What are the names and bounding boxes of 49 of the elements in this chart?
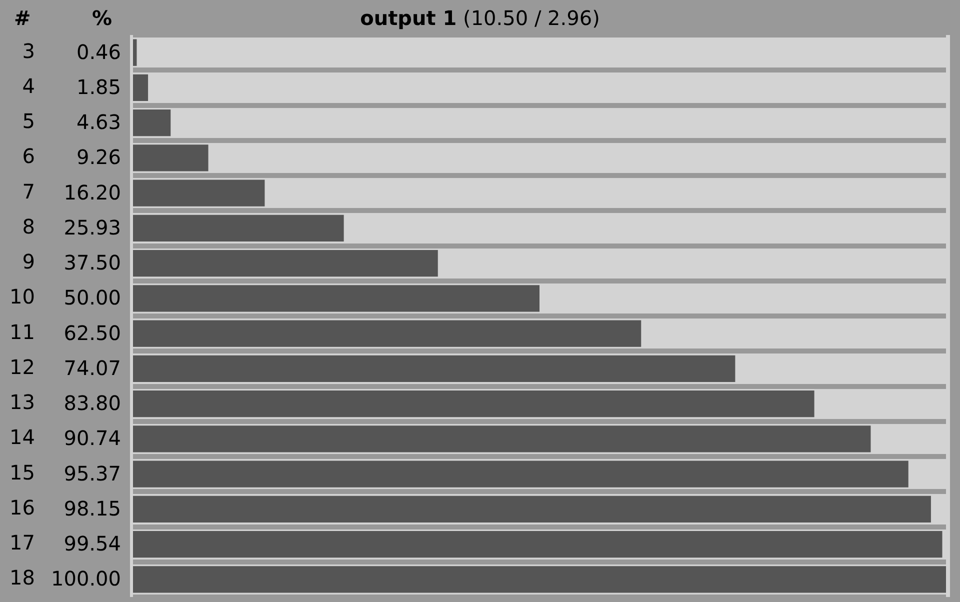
y-tick-label: 15 [10, 460, 35, 484]
bar [133, 144, 208, 172]
y-tick-label: 7 [22, 179, 35, 204]
chart-subtitle: (10.50 / 2.96) [462, 6, 600, 30]
data-label: 62.50 [64, 320, 121, 345]
data-label: 0.46 [76, 40, 121, 64]
data-label: 98.15 [64, 496, 121, 520]
bar [133, 496, 931, 523]
x-axis-title: % [92, 6, 112, 30]
data-label: 99.54 [64, 532, 121, 556]
y-tick-label: 17 [10, 530, 35, 555]
data-label: 9.26 [76, 145, 121, 170]
data-label: 37.50 [64, 250, 121, 275]
bar [133, 460, 908, 488]
y-tick-label: 16 [10, 495, 35, 520]
data-label: 83.80 [64, 391, 121, 416]
y-tick-label: 14 [10, 425, 35, 450]
data-label: 50.00 [64, 286, 121, 310]
y-tick-label: 4 [22, 74, 35, 98]
y-tick-label: 5 [22, 109, 35, 134]
data-label: 25.93 [64, 215, 121, 240]
data-label: 4.63 [76, 110, 121, 134]
data-label: 95.37 [64, 461, 121, 486]
y-tick-label: 6 [22, 144, 35, 168]
bar [133, 180, 265, 206]
bar [133, 285, 540, 312]
data-label: 100.00 [51, 566, 121, 591]
y-tick-label: 18 [10, 566, 35, 590]
data-label: 1.85 [76, 74, 121, 99]
data-label: 74.07 [64, 356, 121, 380]
bar [133, 320, 642, 347]
data-label: 90.74 [64, 426, 121, 450]
bar [133, 214, 344, 242]
y-tick-label: 13 [10, 390, 35, 414]
bar [133, 74, 148, 102]
y-tick-label: 8 [22, 214, 35, 238]
data-label: 16.20 [64, 180, 121, 204]
bar [133, 426, 871, 452]
y-tick-label: 10 [10, 284, 35, 309]
y-tick-label: 12 [10, 354, 35, 379]
y-axis-title: # [14, 6, 31, 30]
y-tick-label: 9 [22, 250, 35, 274]
bar [133, 566, 946, 593]
bar [133, 39, 137, 66]
y-tick-label: 11 [10, 320, 35, 344]
chart-title: output 1 [360, 6, 457, 30]
bar [133, 355, 736, 382]
y-tick-label: 3 [22, 38, 35, 63]
bar [133, 109, 171, 136]
